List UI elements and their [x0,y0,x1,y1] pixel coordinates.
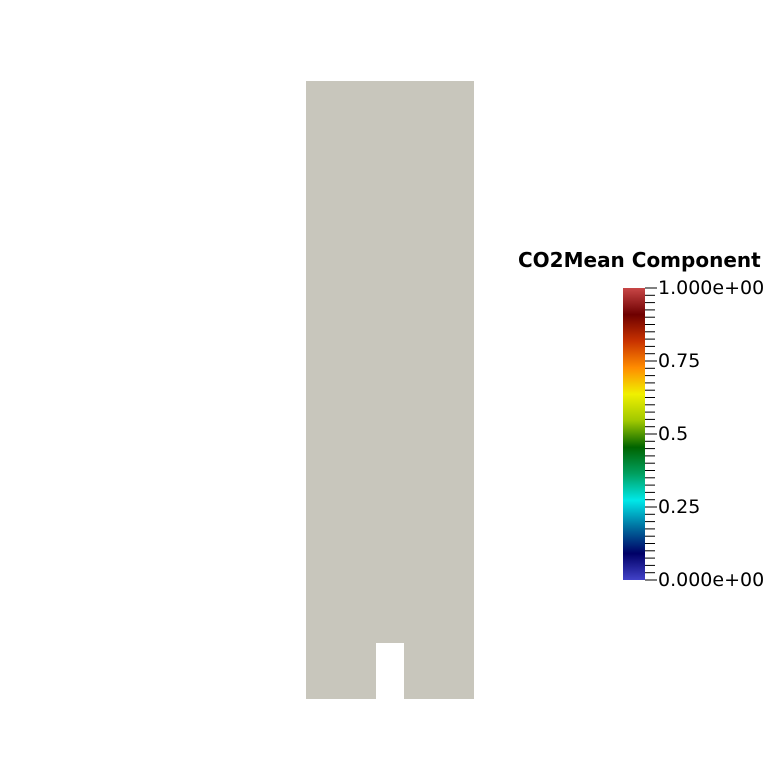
colorbar-label-min: 0.000e+00 [658,569,765,591]
colorbar-label-max: 1.000e+00 [658,277,765,299]
colorbar-label-075: 0.75 [658,350,701,372]
colorbar-title: CO2Mean Component [518,248,761,272]
colorbar-ticks [645,287,657,581]
colorbar-label-025: 0.25 [658,496,701,518]
colorbar-label-05: 0.5 [658,423,689,445]
colorbar [623,287,657,581]
domain-geometry [306,81,474,699]
colorbar-gradient [623,288,645,580]
